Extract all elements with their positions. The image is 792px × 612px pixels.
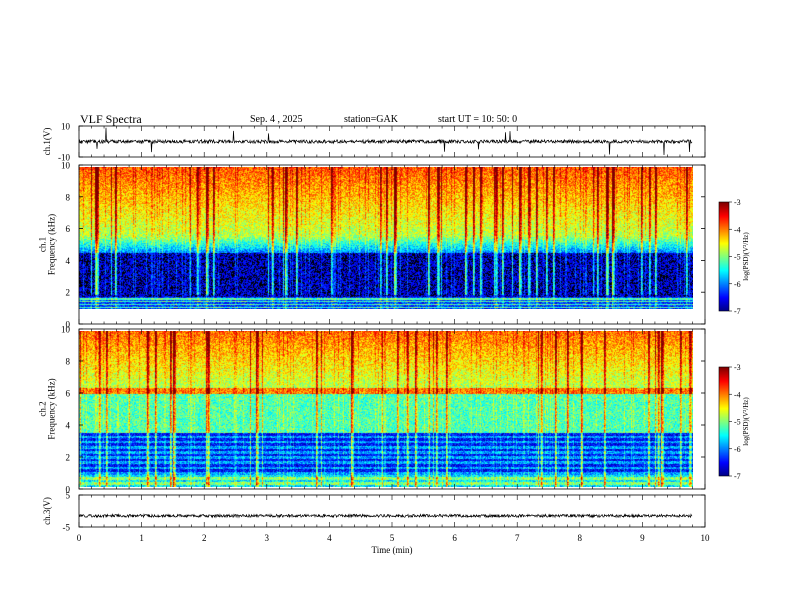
ch2-spectrogram-image — [79, 331, 693, 487]
ch3-waveform-trace — [78, 513, 693, 519]
ch1-waveform-ytick-label-1: -10 — [58, 153, 70, 163]
ch2-spectrogram-ytick-label-0: 0 — [66, 485, 71, 495]
xtick-label-7: 7 — [515, 533, 520, 543]
ch2-spectrogram-colorbar-tick-label-4: -7 — [734, 472, 741, 481]
ch1-spectrogram-frame — [78, 164, 706, 325]
ch1-spectrogram-colorbar-tick-label-3: -6 — [734, 280, 741, 289]
ch1-spectrogram-colorbar-tick-label-0: -3 — [734, 198, 741, 207]
xtick-label-2: 2 — [202, 533, 207, 543]
xtick-label-3: 3 — [265, 533, 270, 543]
ch2-spectrogram-colorbar-tick-label-1: -4 — [734, 390, 741, 399]
figure-title: VLF Spectra — [80, 112, 142, 126]
ch2-spectrogram-ytick-label-2: 4 — [66, 421, 71, 431]
ch2-spectrogram-colorbar-label: log(PSD)(V²/Hz) — [742, 397, 750, 446]
xtick-label-1: 1 — [139, 533, 144, 543]
start-time-label: start UT = 10: 50: 0 — [438, 114, 518, 125]
xtick-label-10: 10 — [701, 533, 711, 543]
ch2-spectrogram-ylabel-0: ch.2 — [38, 401, 48, 416]
ch1-spectrogram-ytick-label-5: 10 — [61, 161, 71, 171]
xtick-label-5: 5 — [390, 533, 395, 543]
ch2-spectrogram-ytick-label-3: 6 — [66, 389, 71, 399]
date-label: Sep. 4 , 2025 — [250, 114, 303, 125]
xtick-label-0: 0 — [77, 533, 82, 543]
ch1-spectrogram-image — [79, 167, 693, 309]
station-label: station=GAK — [344, 114, 398, 125]
xtick-label-8: 8 — [578, 533, 583, 543]
ch2-spectrogram-colorbar-tick-label-2: -5 — [734, 418, 741, 427]
xtick-label-9: 9 — [640, 533, 645, 543]
ch2-spectrogram-colorbar-tick-label-0: -3 — [734, 363, 741, 372]
ch2-spectrogram-ytick-label-5: 10 — [61, 325, 71, 335]
ch1-spectrogram-ytick-label-3: 6 — [66, 224, 71, 234]
ch1-waveform-ylabel: ch.1(V) — [42, 128, 52, 156]
ch3-waveform-ytick-label-0: 5 — [66, 491, 71, 501]
ch3-waveform-ylabel: ch.3(V) — [42, 497, 52, 525]
ch2-colorbar — [719, 367, 729, 476]
ch1-spectrogram-colorbar-tick-label-4: -7 — [734, 307, 741, 316]
ch1-spectrogram-ytick-label-4: 8 — [66, 192, 71, 202]
ch2-spectrogram-frame — [78, 328, 706, 490]
ch2-spectrogram-colorbar-tick-label-3: -6 — [734, 445, 741, 454]
ch1-colorbar — [719, 202, 729, 311]
xtick-label-4: 4 — [327, 533, 332, 543]
ch1-spectrogram-colorbar-tick-label-1: -4 — [734, 225, 741, 234]
ch1-waveform-trace — [78, 127, 693, 156]
ch2-spectrogram-colorbar-frame — [718, 366, 730, 477]
ch1-waveform-ytick-label-0: 10 — [61, 122, 71, 132]
ch1-spectrogram-colorbar-frame — [718, 201, 730, 312]
xtick-label-6: 6 — [452, 533, 457, 543]
ch2-spectrogram-ytick-label-1: 2 — [66, 453, 71, 463]
ch3-waveform-ytick-label-1: -5 — [63, 523, 71, 533]
ch1-spectrogram-ytick-label-0: 0 — [66, 320, 71, 330]
ch1-spectrogram-ylabel-0: ch.1 — [38, 237, 48, 252]
ch1-spectrogram-ylabel-1: Frequency (kHz) — [47, 214, 57, 275]
x-axis-label: Time (min) — [372, 545, 413, 555]
ch1-spectrogram-colorbar-tick-label-2: -5 — [734, 253, 741, 262]
ch1-spectrogram-ytick-label-2: 4 — [66, 256, 71, 266]
ch1-spectrogram-ytick-label-1: 2 — [66, 288, 71, 298]
ch2-spectrogram-ytick-label-4: 8 — [66, 357, 71, 367]
ch2-spectrogram-ylabel-1: Frequency (kHz) — [47, 378, 57, 439]
ch1-spectrogram-colorbar-label: log(PSD)(V²/Hz) — [742, 232, 750, 281]
